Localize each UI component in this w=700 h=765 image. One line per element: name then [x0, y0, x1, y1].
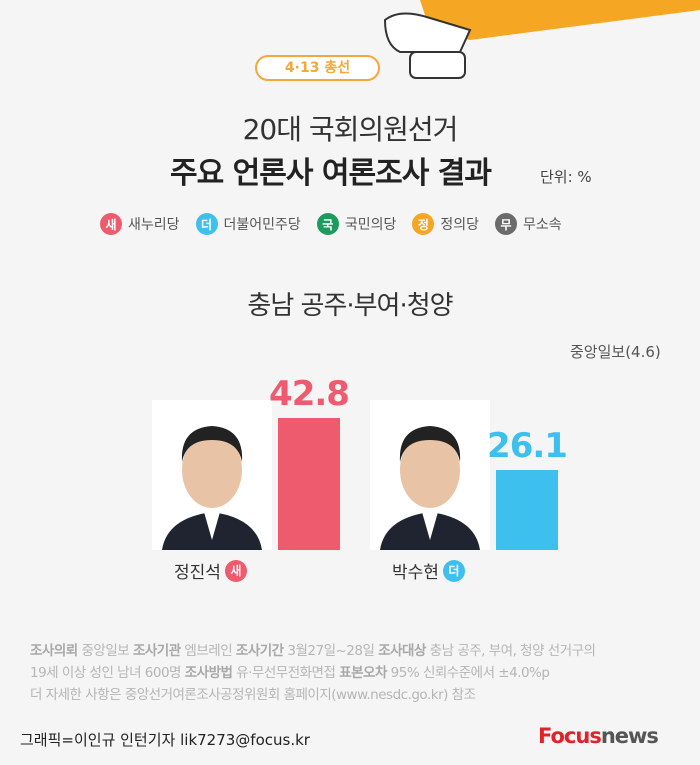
notes-key: 조사방법	[184, 665, 233, 681]
notes-key: 조사대상	[378, 643, 426, 659]
party-badge-icon: 정	[412, 213, 435, 235]
unit-label: 단위: %	[540, 168, 592, 186]
page-title: 20대 국회의원선거	[242, 113, 459, 146]
legend-item: 새 새누리당	[100, 213, 180, 235]
notes-value: 엠브레인	[180, 643, 236, 659]
legend-item: 국 국민의당	[316, 213, 397, 235]
party-badge-icon: 무	[494, 213, 517, 235]
legend-label: 무소속	[522, 217, 562, 233]
pointing-hand-icon	[383, 0, 700, 79]
party-badge-icon: 새	[100, 213, 122, 235]
graphic-credit: 그래픽=이인규 인턴기자 lik7273@focus.kr	[20, 731, 310, 749]
legend-item: 더 더불어민주당	[195, 213, 301, 235]
notes-value: 충남 공주, 부여, 청양 선거구의	[425, 643, 596, 659]
notes-line-2: 19세 이상 성인 남녀 600명 조사방법 유·무선무전화면접 표본오차 95…	[30, 662, 595, 684]
bar-1	[496, 469, 558, 550]
candidate-name: 박수현 더	[392, 558, 465, 583]
category-label: 정진석	[174, 563, 221, 583]
legend-label: 더불어민주당	[223, 217, 301, 233]
party-badge-icon: 국	[316, 213, 339, 235]
focusnews-logo: Focusnews	[538, 724, 659, 748]
legend-item: 정 정의당	[412, 213, 479, 235]
notes-value: 중앙일보	[77, 643, 133, 659]
data-label: 26.1	[487, 425, 568, 466]
notes-key: 조사기간	[235, 643, 284, 659]
notes-key: 조사의뢰	[30, 643, 78, 659]
notes-text: 19세 이상 성인 남녀 600명	[30, 665, 185, 681]
chart-title: 충남 공주·부여·청양	[247, 291, 453, 321]
party-badge-icon: 더	[442, 559, 465, 582]
poll-source: 중앙일보(4.6)	[570, 343, 661, 361]
candidate-photo	[152, 400, 272, 550]
survey-notes: 조사의뢰 중앙일보 조사기관 엠브레인 조사기간 3월27일~28일 조사대상 …	[30, 640, 596, 706]
notes-line-3: 더 자세한 사항은 중앙선거여론조사공정위원회 홈페이지(www.nesdc.g…	[30, 687, 476, 703]
election-badge: 4·13 총선	[255, 55, 380, 81]
legend-label: 국민의당	[344, 217, 397, 233]
party-badge-icon: 새	[224, 559, 247, 582]
notes-value: 95% 신뢰수준에서 ±4.0%p	[386, 665, 550, 681]
notes-value: 3월27일~28일	[283, 643, 379, 659]
notes-key: 조사기관	[132, 643, 181, 659]
bar-0	[278, 418, 340, 550]
notes-value: 유·무선무전화면접	[232, 665, 340, 681]
page-subtitle: 주요 언론사 여론조사 결과	[170, 156, 492, 191]
candidate-name: 정진석 새	[174, 558, 247, 583]
legend-item: 무 무소속	[494, 213, 562, 235]
category-label: 박수현	[392, 563, 439, 583]
party-legend: 새 새누리당 더 더불어민주당 국 국민의당 정 정의당 무 무소속	[100, 213, 562, 235]
notes-line-1: 조사의뢰 중앙일보 조사기관 엠브레인 조사기간 3월27일~28일 조사대상 …	[30, 640, 596, 662]
legend-label: 정의당	[440, 217, 479, 233]
data-label: 42.8	[269, 374, 350, 415]
notes-key: 표본오차	[339, 665, 387, 681]
party-badge-icon: 더	[195, 213, 218, 235]
candidate-photo	[370, 400, 490, 550]
legend-label: 새누리당	[128, 217, 180, 233]
